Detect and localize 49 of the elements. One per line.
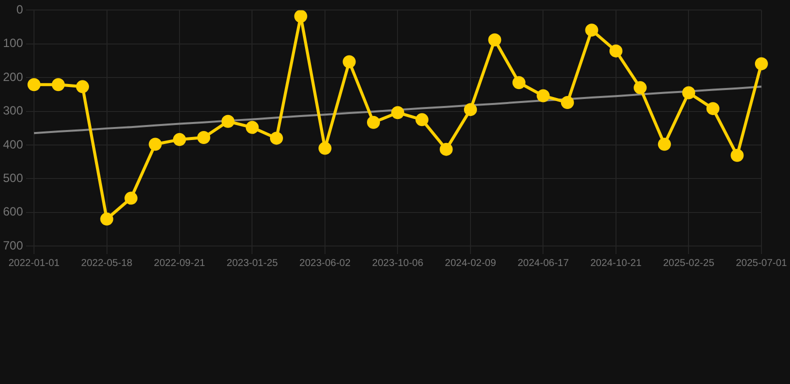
x-tick-label: 2022-09-21	[154, 258, 206, 269]
point	[440, 142, 453, 156]
point	[221, 114, 234, 128]
point	[246, 120, 259, 134]
x-tick-label: 2024-10-21	[590, 258, 642, 269]
point	[560, 96, 574, 109]
point	[706, 102, 720, 116]
point	[148, 138, 162, 151]
point	[634, 81, 647, 94]
x-tick-label: 2022-01-01	[8, 258, 60, 269]
point	[270, 132, 283, 145]
x-tick-label: 2025-02-25	[663, 258, 715, 269]
point	[488, 33, 502, 46]
point	[754, 57, 768, 70]
point	[173, 133, 186, 146]
x-tick-label: 2022-05-18	[81, 258, 133, 269]
y-tick-label: 700	[2, 238, 24, 252]
point	[391, 106, 404, 120]
y-tick-label: 400	[2, 137, 24, 152]
point	[124, 192, 138, 205]
y-tick-label: 300	[2, 104, 24, 118]
x-tick-label: 2024-06-17	[518, 258, 570, 269]
x-tick-label: 2024-02-09	[444, 258, 496, 269]
point	[76, 80, 90, 94]
y-tick-label: 0	[16, 2, 24, 17]
point	[342, 55, 356, 68]
point	[512, 76, 526, 90]
point	[197, 131, 210, 144]
x-tick-label: 2023-06-02	[299, 258, 351, 269]
point	[415, 113, 428, 126]
point	[730, 148, 744, 162]
x-tick-label: 2025-07-01	[736, 258, 788, 269]
point	[100, 212, 114, 226]
point	[464, 103, 477, 116]
point	[658, 138, 671, 151]
point	[366, 116, 380, 129]
point	[536, 89, 550, 102]
point	[585, 24, 598, 37]
point	[682, 86, 696, 100]
point	[294, 10, 308, 23]
y-tick-label: 600	[2, 204, 24, 219]
y-tick-label: 500	[2, 170, 24, 185]
y-tick-label: 100	[2, 36, 24, 50]
point	[609, 44, 622, 58]
x-tick-label: 2023-01-25	[226, 258, 278, 269]
x-tick-label: 2023-10-06	[372, 258, 424, 269]
point	[318, 142, 332, 155]
point	[52, 78, 65, 92]
y-tick-label: 200	[2, 70, 24, 84]
